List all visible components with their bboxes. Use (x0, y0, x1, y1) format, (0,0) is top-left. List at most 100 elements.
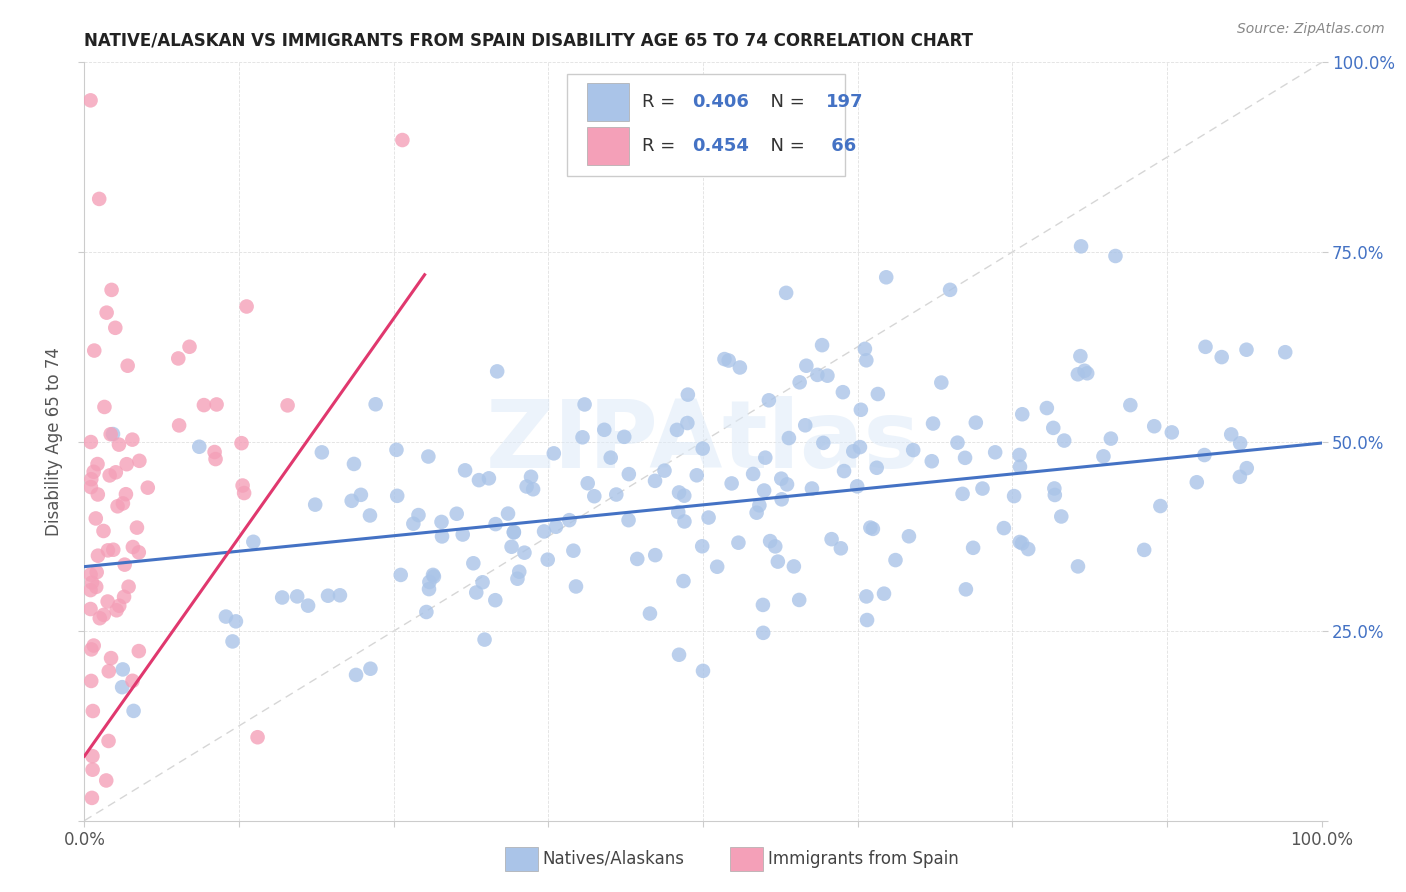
Point (690, 539, 713, 553)
Point (862, 522, 884, 536)
Point (1220, 427, 1243, 442)
Point (108, 437, 131, 451)
Point (1073, 364, 1095, 378)
Point (1050, 509, 1073, 524)
Point (783, 559, 806, 574)
Point (727, 535, 749, 549)
Point (343, 457, 366, 471)
Point (96, 305, 118, 319)
Point (242, 534, 264, 549)
Point (859, 520, 882, 534)
Point (558, 513, 581, 527)
Point (83, 343, 105, 358)
Point (745, 506, 768, 520)
Point (221, 634, 243, 648)
Point (706, 559, 728, 574)
Point (80, 642, 103, 657)
Point (418, 574, 440, 589)
Point (215, 609, 238, 624)
Point (574, 397, 596, 411)
Text: N =: N = (759, 137, 810, 155)
Point (128, 454, 150, 468)
Point (93, 607, 115, 622)
Point (98, 468, 121, 483)
Point (235, 300, 257, 314)
Point (638, 607, 661, 621)
Text: Source: ZipAtlas.com: Source: ZipAtlas.com (1237, 22, 1385, 37)
Point (121, 433, 143, 447)
Point (921, 454, 943, 468)
Point (465, 585, 488, 599)
Point (544, 520, 567, 534)
FancyBboxPatch shape (586, 83, 628, 121)
Point (811, 338, 834, 352)
Point (1143, 419, 1166, 434)
Point (953, 450, 976, 465)
Point (86, 565, 108, 579)
Point (787, 593, 810, 607)
Point (104, 320, 127, 334)
Point (1133, 542, 1156, 557)
Point (866, 387, 889, 401)
Point (122, 704, 145, 718)
Point (516, 479, 538, 493)
Point (820, 532, 842, 546)
Point (340, 493, 363, 508)
Point (387, 489, 409, 503)
Point (813, 435, 835, 450)
Point (508, 565, 530, 579)
Point (391, 133, 413, 147)
Point (533, 524, 555, 539)
Point (537, 552, 560, 566)
Point (605, 487, 627, 501)
Point (89, 611, 111, 625)
Point (285, 590, 308, 604)
Point (117, 359, 139, 373)
Point (815, 368, 838, 383)
Point (179, 340, 201, 354)
Point (939, 283, 962, 297)
Point (776, 477, 799, 491)
Point (478, 471, 501, 485)
Point (728, 360, 751, 375)
Point (408, 508, 430, 522)
Point (613, 430, 636, 444)
Point (673, 489, 696, 503)
Point (350, 488, 373, 502)
Point (128, 644, 150, 658)
Point (103, 542, 125, 557)
Point (231, 436, 253, 450)
Point (501, 540, 523, 554)
Point (430, 529, 453, 543)
Point (543, 446, 565, 460)
Point (800, 482, 823, 496)
Point (644, 548, 666, 562)
Point (277, 398, 299, 412)
Point (522, 482, 544, 496)
Point (692, 664, 714, 678)
Point (720, 476, 742, 491)
Point (97, 543, 120, 558)
Point (193, 398, 215, 412)
Point (666, 505, 689, 519)
Point (617, 467, 640, 482)
Point (571, 430, 593, 444)
Point (593, 423, 616, 437)
Point (654, 464, 676, 478)
Point (1149, 499, 1171, 513)
Text: ZIPAtlas: ZIPAtlas (485, 395, 921, 488)
Point (1236, 343, 1258, 357)
Point (1008, 535, 1031, 549)
Text: Immigrants from Spain: Immigrants from Spain (768, 849, 959, 868)
Point (993, 521, 1015, 535)
Point (1229, 470, 1251, 484)
Point (853, 342, 876, 356)
Point (87, 549, 110, 563)
Text: 197: 197 (825, 94, 863, 112)
Point (83, 465, 105, 479)
Point (1229, 436, 1251, 450)
Point (832, 464, 855, 478)
Point (108, 599, 131, 613)
Point (766, 555, 789, 569)
Point (297, 599, 319, 613)
